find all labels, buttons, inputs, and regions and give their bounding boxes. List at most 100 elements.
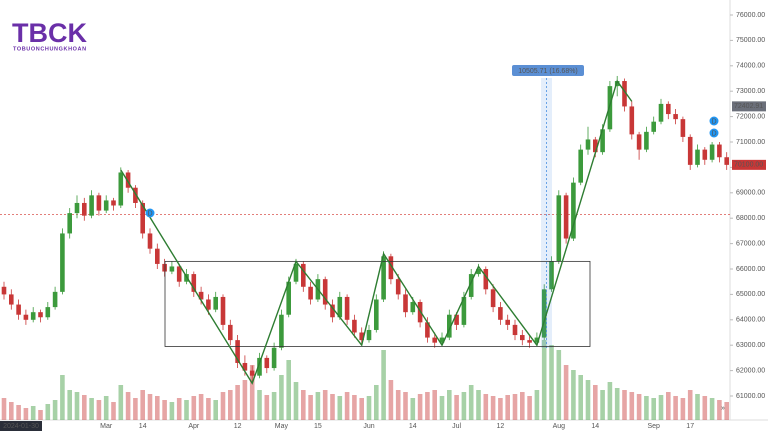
candle-body [622, 81, 627, 107]
volume-bar [279, 375, 284, 420]
candle-body [344, 296, 350, 320]
annotation-layer: 10505.71 (16.68%) 2024-01-30 Mar 14 Apr 12 May… [0, 65, 766, 431]
volume-bar [636, 394, 642, 420]
volume-bar [593, 385, 598, 420]
volume-bar [541, 340, 547, 420]
y-tick-label: 72000.00 [736, 113, 765, 120]
candle-body [286, 281, 291, 315]
candle-body [709, 144, 715, 160]
x-tick-label: 14 [139, 423, 147, 430]
candle-body [140, 202, 145, 234]
volume-bar [89, 398, 94, 420]
volume-bar [162, 400, 167, 420]
volume-bar [563, 365, 569, 420]
price-tag: 72402.91 [734, 103, 763, 110]
candle-body [125, 172, 131, 188]
candle-body [60, 233, 65, 292]
volume-bar [235, 385, 240, 420]
volume-bar [60, 375, 65, 420]
candle-body [374, 299, 379, 330]
candle-body [468, 274, 474, 297]
volume-bar [271, 392, 277, 420]
candle-body [388, 256, 394, 280]
volume-bar [125, 392, 131, 420]
candle-body [147, 233, 153, 249]
candle-body [257, 357, 262, 376]
candle-body [724, 157, 729, 165]
volume-bar [476, 390, 481, 420]
volume-bar [344, 392, 350, 420]
candle-body [198, 291, 204, 300]
volume-bar [702, 396, 708, 420]
candle-body [103, 200, 109, 211]
volume-bar [30, 406, 36, 420]
volume-bar [206, 398, 211, 420]
y-tick-label: 74000.00 [736, 63, 765, 70]
x-tick-label: Aug [553, 423, 566, 430]
candle-body [111, 200, 116, 206]
last-price-bg [732, 159, 766, 170]
x-tick-label: Jul [452, 423, 461, 430]
volume-bar [490, 396, 496, 420]
volume-bar [191, 396, 197, 420]
y-tick-label: 69000.00 [736, 190, 765, 197]
candle-body [52, 291, 58, 308]
y-tick-label: 68000.00 [736, 215, 765, 222]
candle-body [89, 195, 94, 216]
measure-label: 10505.71 (16.68%) [518, 68, 578, 75]
volume-bar [257, 390, 262, 420]
candle-body [505, 319, 510, 325]
volume-bar [220, 392, 226, 420]
candle-body [30, 312, 36, 320]
candle-body [666, 103, 671, 115]
volume-bar [578, 375, 583, 420]
volume-bar [140, 390, 145, 420]
candle-body [16, 304, 21, 315]
volume-bar [330, 394, 335, 420]
volume-bar [293, 382, 299, 420]
candle-body [593, 139, 598, 153]
volume-bar [103, 396, 109, 420]
y-tick-label: 66000.00 [736, 266, 765, 273]
y-tick-label: 76000.00 [736, 12, 765, 19]
volume-bar [315, 392, 321, 420]
volume-bar [680, 398, 686, 420]
candle-body [702, 149, 708, 160]
volume-bar [644, 396, 649, 420]
candle-body [359, 332, 364, 341]
volume-bar [52, 400, 58, 420]
candle-body [264, 357, 270, 369]
y-tick-label: 67000.00 [736, 240, 765, 247]
candle-body [636, 134, 642, 150]
candle-body [695, 149, 700, 165]
x-tick-label: Mar [100, 423, 113, 430]
nav-button[interactable]: » [721, 405, 725, 412]
candle-body [490, 289, 496, 308]
candle-body [534, 337, 540, 343]
volume-bar [585, 380, 591, 420]
volume-bar [147, 394, 153, 420]
volume-bar [96, 400, 102, 420]
volume-bar [388, 380, 394, 420]
candle-body [96, 195, 102, 211]
candle-body [271, 347, 277, 369]
candle-body [527, 340, 532, 343]
x-tick-label: 12 [497, 423, 505, 430]
event-marker [709, 116, 719, 126]
candle-body [454, 314, 459, 325]
candle-body [556, 195, 562, 262]
candle-body [155, 248, 160, 264]
volume-bar [381, 350, 386, 420]
volume-bar [410, 398, 416, 420]
volume-bar [651, 398, 656, 420]
volume-bar [249, 365, 255, 420]
volume-bar [658, 395, 664, 420]
candle-body [308, 286, 313, 300]
volume-bar [9, 402, 14, 420]
volume-bar [556, 350, 562, 420]
candle-body [322, 279, 328, 305]
volume-bar [301, 390, 306, 420]
x-tick-label: May [275, 423, 289, 430]
volume-bar [505, 395, 510, 420]
